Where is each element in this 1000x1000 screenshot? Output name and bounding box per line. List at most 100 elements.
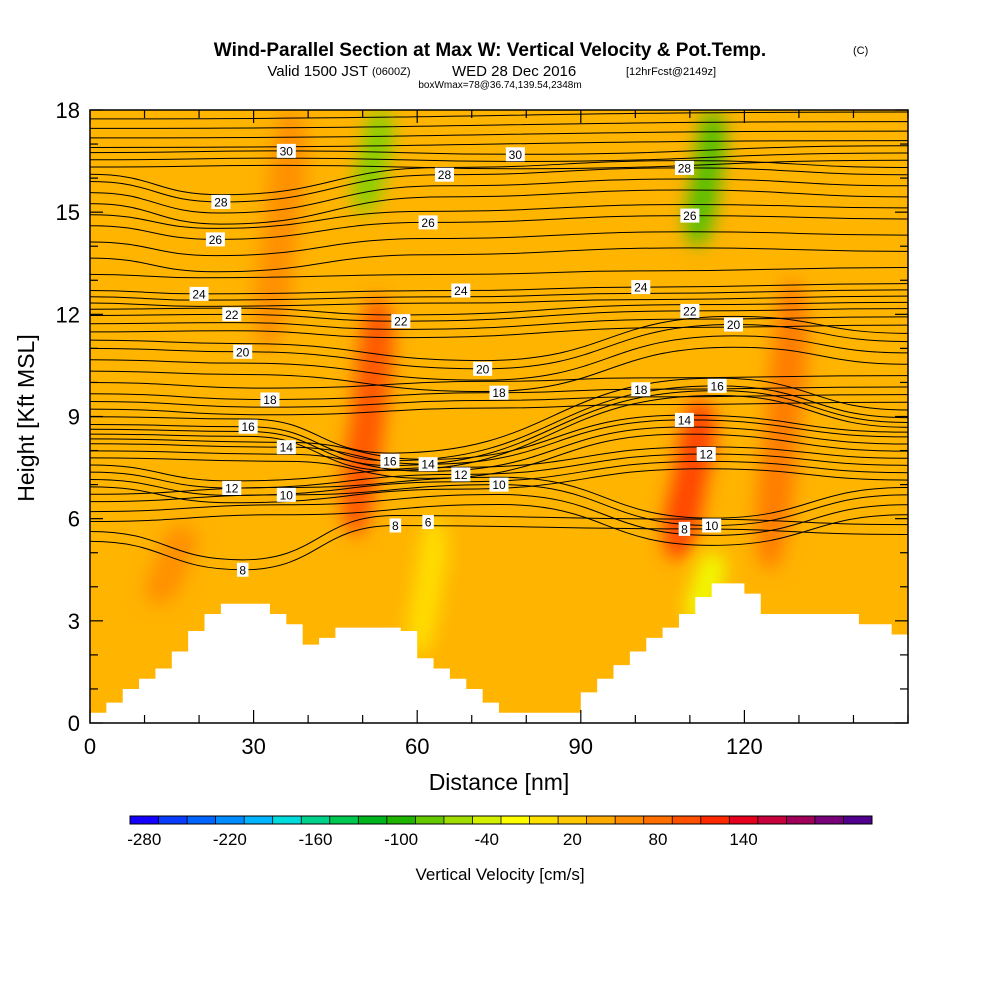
y-tick-label: 3 [68,609,80,634]
colorbar-tick-label: -280 [127,830,161,849]
colorbar-swatch [215,816,245,824]
y-tick-label: 0 [68,711,80,736]
colorbar [129,815,873,825]
svg-text:28: 28 [214,195,228,209]
theta-contour-3 [90,419,908,465]
y-tick-label: 9 [68,405,80,430]
theta-contour-label-28: 12 [696,446,716,461]
theta-contour-label-35: 6 [422,515,434,530]
colorbar-swatch [187,816,217,824]
svg-text:20: 20 [236,345,250,359]
theta-contour-47 [90,121,908,129]
theta-contour-7 [90,308,908,322]
theta-contour-48 [90,111,908,120]
colorbar-tick-label: -100 [384,830,418,849]
svg-text:12: 12 [700,447,714,461]
theta-contour-15 [90,476,908,519]
updraft-region-3 [755,280,809,570]
theta-contour-27 [90,375,908,389]
theta-contour-label-30: 10 [489,477,509,492]
colorbar-swatch [814,816,844,824]
svg-text:8: 8 [392,519,399,533]
theta-contour-label-11: 22 [222,307,242,322]
theta-contour-label-4: 28 [674,160,694,175]
theta-contour-31 [90,324,908,339]
colorbar-swatch [301,816,331,824]
theta-contour-label-27: 12 [451,467,471,482]
y-axis: 0 3 6 9 12 15 18 [56,98,908,736]
theta-contour-label-3: 28 [434,167,454,182]
theta-contour-label-2: 28 [211,194,231,209]
colorbar-swatch [729,816,759,824]
downdraft-region-5 [352,110,394,213]
terrain-mask [90,583,908,723]
theta-contour-label-15: 20 [473,361,493,376]
theta-contour-16 [90,468,908,504]
colorbar-swatch [757,816,787,824]
theta-contour-32 [90,316,908,330]
theta-contour-29 [90,335,908,381]
x-tick-label: 120 [726,734,763,759]
colorbar-swatch [272,816,302,824]
colorbar-swatch [329,816,359,824]
theta-contour-label-29: 10 [276,487,296,502]
svg-text:26: 26 [209,233,223,247]
theta-contour-38 [90,231,908,257]
chart-title-tag: (C) [853,45,868,57]
updraft-region-1 [341,297,394,536]
svg-text:24: 24 [634,281,648,295]
chart-valid-utc: (0600Z) [372,66,411,78]
theta-contour-37 [90,247,908,273]
svg-text:10: 10 [705,519,719,533]
theta-contour-40 [90,189,908,225]
theta-contour-label-1: 30 [505,147,525,162]
theta-contour-22 [90,394,908,471]
colorbar-tick-labels: -280 -220 -160 -100 -40 20 80 140 [127,830,758,849]
colorbar-tick-label: 80 [649,830,668,849]
x-axis: 0 30 60 90 120 [84,110,909,759]
svg-text:26: 26 [683,209,697,223]
theta-contour-41 [90,178,908,214]
theta-contour-label-8: 24 [189,286,209,301]
colorbar-title: Vertical Velocity [cm/s] [415,865,584,884]
svg-text:10: 10 [280,488,294,502]
updraft-region-2 [663,399,716,560]
colorbar-swatch [672,816,702,824]
theta-contour-11 [90,145,908,155]
colorbar-swatch [501,816,531,824]
svg-text:6: 6 [425,516,432,530]
theta-contour-9 [90,215,908,240]
updraft-region-4 [145,525,198,604]
theta-contour-label-7: 26 [680,208,700,223]
y-tick-label: 15 [56,200,80,225]
x-tick-label: 0 [84,734,96,759]
chart-valid-time: Valid 1500 JST [267,63,368,80]
theta-contour-44 [90,152,908,163]
colorbar-swatch [643,816,673,824]
theta-contour-label-20: 16 [238,419,258,434]
theta-contour-label-32: 8 [236,562,249,577]
svg-text:30: 30 [509,148,523,162]
colorbar-swatch [843,816,873,824]
colorbar-swatch [529,816,559,824]
svg-text:20: 20 [727,318,741,332]
svg-text:12: 12 [225,482,239,496]
theta-contour-28 [90,346,908,393]
colorbar-swatch [443,816,473,824]
theta-contour-33 [90,301,908,316]
colorbar-tick-label: -40 [474,830,499,849]
theta-contour-label-24: 14 [418,457,438,472]
theta-contour-label-22: 16 [707,378,727,393]
svg-text:14: 14 [678,413,692,427]
theta-contour-label-19: 18 [631,382,651,397]
svg-text:12: 12 [454,468,468,482]
theta-contour-43 [90,159,908,170]
theta-contour-46 [90,130,908,139]
svg-text:18: 18 [263,393,277,407]
svg-text:14: 14 [280,441,294,455]
x-axis-label: Distance [nm] [429,769,570,795]
vertical-velocity-field [145,110,809,655]
theta-contour-label-10: 24 [631,280,651,295]
svg-text:18: 18 [634,383,648,397]
